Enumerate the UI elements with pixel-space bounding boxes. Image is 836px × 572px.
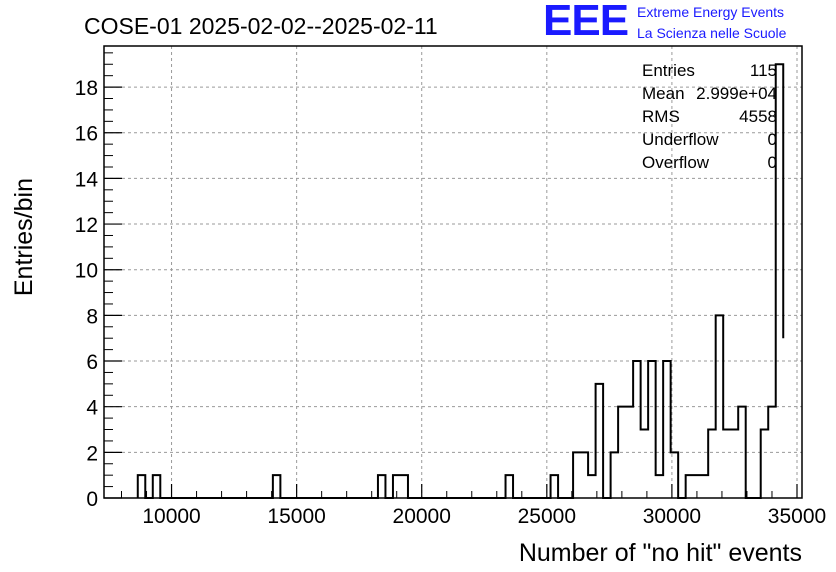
- y-tick-label: 8: [86, 305, 98, 328]
- histogram-bin: [400, 475, 408, 498]
- x-tick-label: 30000: [643, 505, 701, 528]
- grid-lines: [104, 46, 802, 498]
- histogram-bin: [716, 315, 724, 498]
- x-tick-label: 20000: [393, 505, 451, 528]
- histogram-bin: [723, 430, 731, 498]
- histogram-bin: [641, 430, 649, 498]
- y-tick-label: 0: [86, 488, 98, 511]
- chart-title: COSE-01 2025-02-02--2025-02-11: [84, 13, 438, 39]
- histogram-bin: [663, 361, 671, 498]
- histogram-bin: [686, 475, 694, 498]
- stats-value: 4558: [739, 107, 777, 126]
- histogram-bin: [573, 452, 581, 498]
- y-tick-label: 14: [75, 168, 99, 191]
- logo-line-2: La Scienza nelle Scuole: [637, 25, 787, 41]
- x-tick-label: 25000: [518, 505, 576, 528]
- histogram-bin: [671, 452, 679, 498]
- x-tick-label: 15000: [267, 505, 325, 528]
- y-axis: 0 2 4 6 8 10 12 14 16 18: [75, 52, 122, 511]
- stats-label: Underflow: [642, 130, 719, 149]
- x-tick-label: 35000: [768, 505, 826, 528]
- histogram-bin: [551, 475, 559, 498]
- histogram-bin: [761, 430, 769, 498]
- y-tick-label: 6: [86, 351, 98, 374]
- stats-value: 0: [768, 153, 777, 172]
- histogram-bin: [633, 361, 641, 498]
- histogram-bin: [581, 452, 589, 498]
- histogram-bin: [273, 475, 281, 498]
- stats-label: Overflow: [642, 153, 710, 172]
- histogram-bin: [648, 361, 656, 498]
- histogram-bin: [738, 407, 746, 498]
- x-axis-label: Number of "no hit" events: [519, 539, 802, 567]
- plot-frame: [103, 45, 803, 499]
- histogram-bin: [731, 430, 739, 498]
- histogram-series-line: [136, 63, 785, 499]
- histogram-bin: [596, 384, 604, 498]
- histogram-bin: [656, 475, 664, 498]
- y-tick-label: 12: [75, 214, 98, 237]
- y-tick-label: 18: [75, 77, 98, 100]
- histogram-bin: [506, 475, 514, 498]
- eee-logo: EEE Extreme Energy Events La Scienza nel…: [543, 0, 833, 46]
- stats-value: 2.999e+04: [696, 84, 777, 103]
- logo-line-1: Extreme Energy Events: [637, 4, 785, 20]
- histogram-bin: [768, 407, 776, 498]
- stats-box: Entries 115 Mean 2.999e+04 RMS 4558 Underflow 0…: [642, 61, 777, 172]
- y-tick-label: 2: [86, 442, 98, 465]
- y-axis-label: Entries/bin: [10, 178, 38, 296]
- histogram-bin: [701, 475, 709, 498]
- histogram-bin: [626, 407, 634, 498]
- histogram-bin: [693, 475, 701, 498]
- histogram-bin: [138, 475, 146, 498]
- histogram-bin: [588, 475, 596, 498]
- histogram-bin: [618, 407, 626, 498]
- histogram-bin: [611, 452, 619, 498]
- stats-value: 115: [750, 61, 777, 80]
- y-tick-label: 16: [75, 123, 98, 146]
- y-tick-label: 4: [86, 397, 98, 420]
- x-axis: 10000 15000 20000 25000 30000 35000: [121, 484, 826, 528]
- x-tick-label: 10000: [142, 505, 200, 528]
- histogram-bin: [153, 475, 161, 498]
- eee-logo-mark: EEE: [543, 0, 629, 45]
- stats-label: Entries: [642, 61, 695, 80]
- stats-label: RMS: [642, 107, 680, 126]
- histogram-bin: [378, 475, 386, 498]
- histogram-bin: [708, 430, 716, 498]
- histogram-bin: [393, 475, 401, 498]
- y-tick-label: 10: [75, 260, 98, 283]
- stats-value: 0: [768, 130, 777, 149]
- stats-label: Mean: [642, 84, 685, 103]
